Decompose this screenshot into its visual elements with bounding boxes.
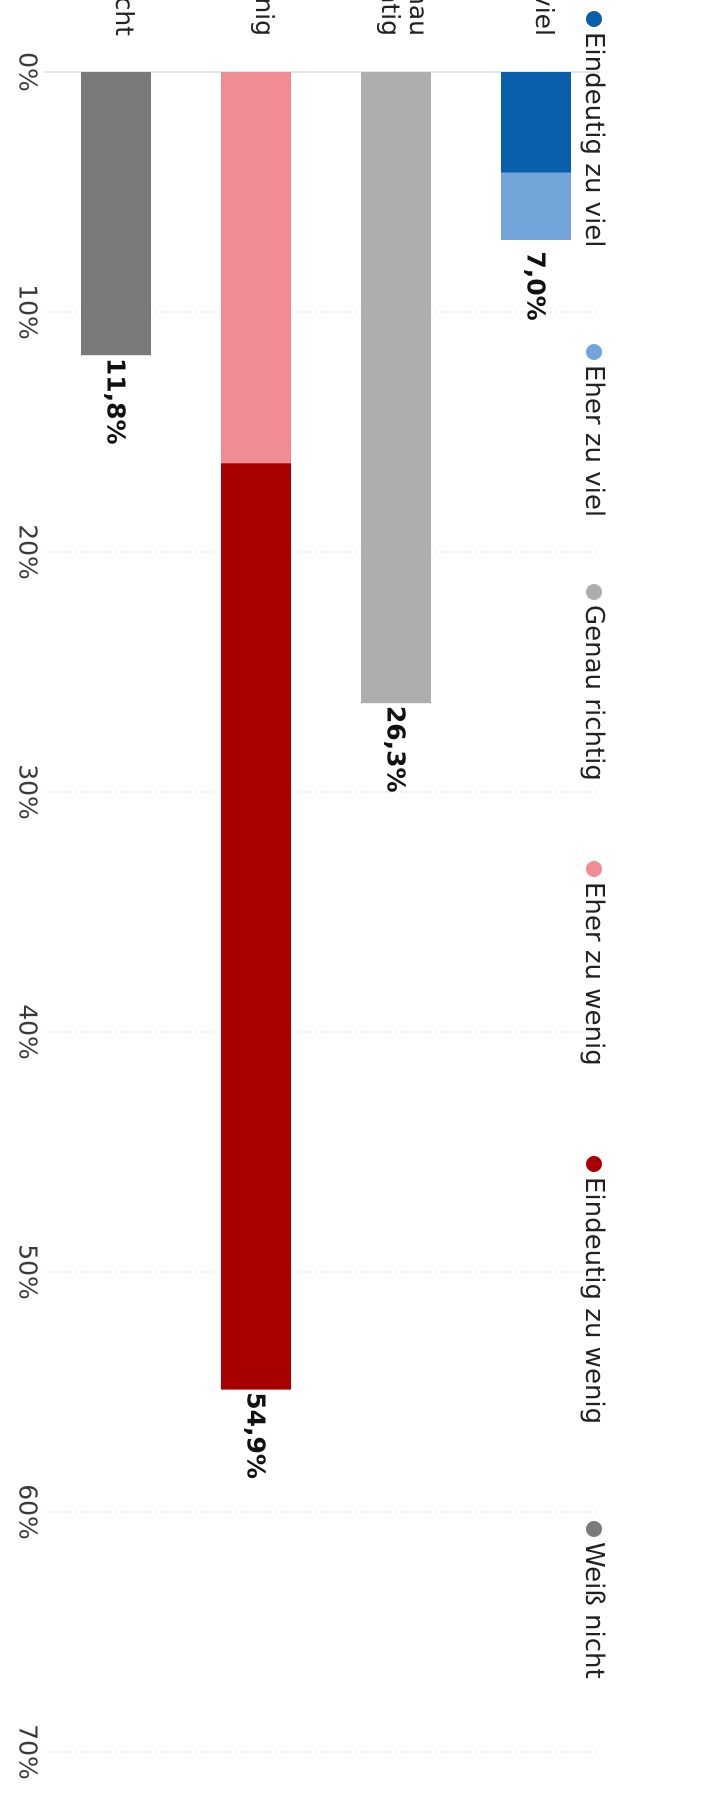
legend-item: Eindeutig zu viel <box>579 11 609 248</box>
legend-item: Eher zu wenig <box>579 861 609 1066</box>
tick-label: 20% <box>14 524 43 580</box>
bar-segment <box>221 463 291 1390</box>
legend-label: Eher zu wenig <box>579 882 609 1066</box>
legend-marker <box>586 584 602 600</box>
value-label: 11,8% <box>102 358 131 445</box>
bars <box>81 72 571 1390</box>
legend-item: Eindeutig zu wenig <box>579 1156 609 1424</box>
legend-marker <box>586 1156 602 1172</box>
axis-ticks: 0% 10% 20% 30% 40% 50% 60% 70% <box>14 52 43 1780</box>
bar-segment <box>361 72 431 704</box>
legend-marker <box>586 1521 602 1537</box>
value-label: 54,9% <box>242 1392 271 1479</box>
legend: Eindeutig zu viel Eher zu viel Genau richt… <box>579 11 609 1679</box>
legend-marker <box>586 344 602 360</box>
bar-segment <box>501 72 571 173</box>
tick-label: 50% <box>14 1244 43 1300</box>
category-label: nig <box>250 0 279 36</box>
legend-item: Genau richtig <box>579 584 609 781</box>
bar-segment <box>221 72 291 464</box>
category-label: nauhtig <box>376 0 433 36</box>
legend-marker <box>586 11 602 27</box>
bar-segment <box>501 172 571 240</box>
value-labels: 7,0% 26,3% 54,9% 11,8% <box>102 251 551 1479</box>
category-label: viel <box>530 0 559 36</box>
legend-item: Weiß nicht <box>579 1521 609 1679</box>
value-label: 26,3% <box>382 706 411 793</box>
tick-label: 30% <box>14 764 43 820</box>
tick-label: 40% <box>14 1004 43 1060</box>
tick-label: 70% <box>14 1724 43 1780</box>
category-label: cht <box>110 0 139 36</box>
legend-label: Weiß nicht <box>579 1542 609 1679</box>
legend-label: Genau richtig <box>579 605 609 781</box>
legend-item: Eher zu viel <box>579 344 609 517</box>
tick-label: 10% <box>14 284 43 340</box>
value-label: 7,0% <box>522 251 551 320</box>
legend-label: Eher zu viel <box>579 365 609 517</box>
category-labels: viel nauhtig nig cht <box>110 0 559 36</box>
bar-segment <box>81 72 151 356</box>
tick-label: 60% <box>14 1484 43 1540</box>
tick-label: 0% <box>14 52 43 92</box>
legend-label: Eindeutig zu wenig <box>579 1177 609 1424</box>
legend-marker <box>586 861 602 877</box>
legend-label: Eindeutig zu viel <box>579 32 609 248</box>
